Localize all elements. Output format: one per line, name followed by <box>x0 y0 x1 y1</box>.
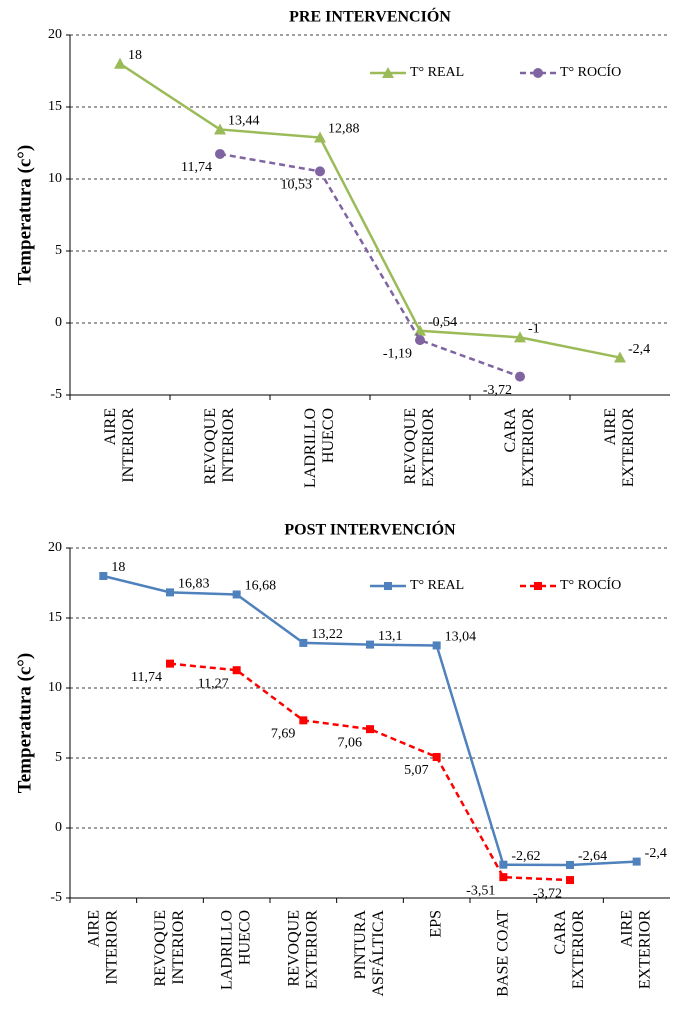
value-label: 18 <box>128 48 142 63</box>
marker <box>366 725 374 734</box>
y-axis-label: Temperatura (c°) <box>14 653 35 793</box>
marker <box>314 131 326 143</box>
x-tick-label: AIREEXTERIOR <box>602 408 637 487</box>
marker <box>315 166 325 177</box>
x-tick-label: EPS <box>427 910 444 938</box>
legend-label: T° ROCÍO <box>560 576 621 593</box>
value-label: 11,74 <box>131 670 162 685</box>
legend-marker <box>382 67 394 78</box>
y-axis-label: Temperatura (c°) <box>14 145 35 285</box>
x-tick-label: CARAEXTERIOR <box>552 910 587 990</box>
series-line <box>119 62 621 359</box>
marker <box>415 335 425 346</box>
value-label: 16,68 <box>245 579 277 594</box>
y-tick-label: 20 <box>48 540 62 555</box>
marker <box>366 640 374 649</box>
value-label: -3,72 <box>533 886 562 901</box>
y-tick-label: 0 <box>55 820 62 835</box>
x-tick-label: AIREEXTERIOR <box>618 910 653 989</box>
value-label: -2,62 <box>511 849 540 864</box>
series-line <box>103 574 637 867</box>
chart-title: POST INTERVENCIÓN <box>284 520 456 539</box>
marker <box>432 753 441 762</box>
value-label: 13,22 <box>311 627 343 642</box>
marker <box>299 638 308 647</box>
x-tick-label: REVOQUEINTERIOR <box>202 408 237 485</box>
legend-marker <box>533 68 543 78</box>
value-label: -3,72 <box>483 383 512 398</box>
chart-title: PRE INTERVENCIÓN <box>289 7 451 26</box>
value-label: 16,83 <box>178 577 210 592</box>
value-label: 13,1 <box>378 629 403 644</box>
x-tick-label: LADRILLOHUECO <box>302 408 337 488</box>
legend-label: T° ROCÍO <box>560 63 621 80</box>
x-tick-label: PINTURAASFÁLTICA <box>352 910 387 997</box>
y-tick-label: 15 <box>48 610 62 625</box>
y-tick-label: 0 <box>55 315 62 330</box>
series-line <box>219 152 521 378</box>
value-label: 13,44 <box>228 114 260 129</box>
y-tick-label: -5 <box>50 387 62 402</box>
marker <box>166 659 174 668</box>
marker <box>499 860 508 869</box>
marker <box>232 590 241 599</box>
marker <box>566 876 574 885</box>
value-label: 18 <box>111 560 125 575</box>
value-label: 11,27 <box>198 676 229 691</box>
x-tick-label: CARAEXTERIOR <box>502 408 537 488</box>
value-label: 12,88 <box>328 122 360 137</box>
x-tick-label: AIREINTERIOR <box>102 408 137 483</box>
value-label: 7,06 <box>338 735 363 750</box>
value-label: -0,54 <box>428 315 457 330</box>
marker <box>114 57 126 69</box>
legend-label: T° REAL <box>410 65 464 80</box>
y-tick-label: 20 <box>48 27 62 42</box>
value-label: -3,51 <box>466 883 495 898</box>
marker <box>566 860 574 869</box>
x-tick-label: REVOQUEEXTERIOR <box>285 910 320 989</box>
y-tick-label: 10 <box>48 171 62 186</box>
legend-marker <box>534 582 542 590</box>
value-label: 13,04 <box>445 630 477 645</box>
value-label: 10,53 <box>281 178 313 193</box>
x-tick-label: REVOQUEEXTERIOR <box>402 408 437 487</box>
value-label: 7,69 <box>271 727 296 742</box>
y-tick-label: 5 <box>55 750 62 765</box>
marker <box>99 572 108 580</box>
x-tick-label: LADRILLOHUECO <box>218 910 253 990</box>
marker <box>215 148 225 159</box>
value-label: -2,4 <box>628 342 650 357</box>
value-label: -2,4 <box>645 846 667 861</box>
marker <box>432 641 441 650</box>
x-tick-label: BASE COAT <box>494 910 511 997</box>
series-line <box>169 662 571 882</box>
x-tick-label: AIREINTERIOR <box>85 910 120 985</box>
value-label: -1,19 <box>383 346 412 361</box>
y-tick-label: -5 <box>50 890 62 905</box>
value-label: 11,74 <box>181 160 212 175</box>
legend-marker <box>384 582 392 590</box>
marker <box>515 371 525 382</box>
marker <box>214 123 226 135</box>
value-label: -1 <box>528 322 540 337</box>
x-tick-label: REVOQUEINTERIOR <box>152 910 187 987</box>
marker <box>499 873 508 882</box>
legend-label: T° REAL <box>410 578 464 593</box>
y-tick-label: 10 <box>48 680 62 695</box>
marker <box>632 857 641 866</box>
y-tick-label: 15 <box>48 99 62 114</box>
marker <box>299 716 308 725</box>
marker <box>514 331 526 343</box>
value-label: -2,64 <box>578 849 607 864</box>
marker <box>614 351 626 363</box>
marker <box>166 588 174 597</box>
marker <box>232 666 241 675</box>
y-tick-label: 5 <box>55 243 62 258</box>
value-label: 5,07 <box>404 763 429 778</box>
